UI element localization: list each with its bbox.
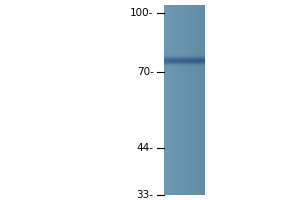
Text: 33-: 33- [136,190,154,200]
Text: 100-: 100- [130,8,154,18]
Text: 44-: 44- [136,143,154,153]
Text: kDa: kDa [133,0,154,2]
Text: 70-: 70- [136,67,154,77]
